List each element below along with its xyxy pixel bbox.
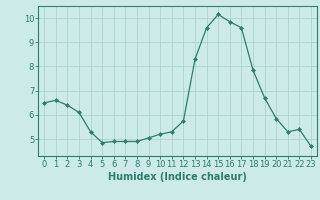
X-axis label: Humidex (Indice chaleur): Humidex (Indice chaleur) (108, 172, 247, 182)
